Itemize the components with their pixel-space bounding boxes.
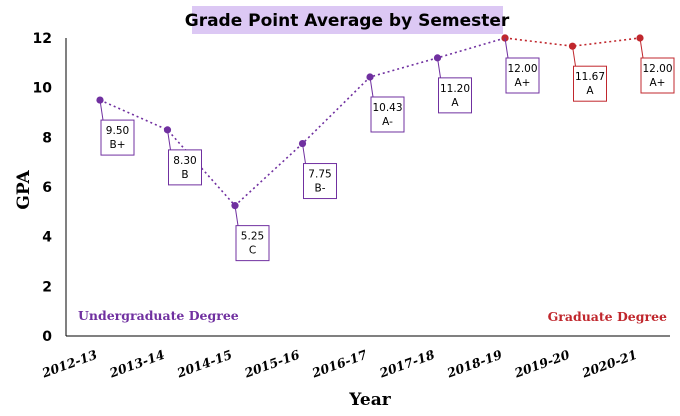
label-leader: [167, 129, 171, 150]
grade-label: B: [181, 169, 188, 181]
data-label: 12.00 A+: [504, 37, 540, 94]
x-tick-label: 2018-19: [444, 347, 504, 381]
grade-label: A+: [515, 77, 531, 89]
x-axis-title: Year: [348, 390, 391, 410]
data-labels: 9.50 B+ 8.30 B 5.25 C 7.75 B- 10.43 A- 11.20 A 12.00…: [99, 37, 675, 262]
y-tick-label: 10: [33, 81, 53, 97]
label-box: [168, 149, 202, 186]
value-label: 9.50: [106, 125, 129, 137]
grade-label: B-: [315, 183, 326, 195]
x-tick-label: 2020-21: [579, 347, 639, 381]
degree-labels: Undergraduate Degree Graduate Degree: [78, 308, 667, 324]
grade-label: A: [586, 85, 594, 97]
data-point: [298, 139, 307, 148]
data-label: 9.50 B+: [99, 100, 135, 156]
x-tick-labels: 2012-13 2013-14 2014-15 2015-16 2016-17 2017-…: [39, 347, 639, 381]
label-box: [505, 57, 540, 94]
x-tick-label: 2014-15: [174, 347, 234, 381]
value-label: 7.75: [308, 169, 331, 181]
label-leader: [302, 143, 306, 164]
undergraduate-degree-label: Undergraduate Degree: [78, 308, 239, 323]
y-tick-label: 2: [42, 279, 52, 295]
y-tick-label: 4: [42, 230, 52, 246]
label-leader: [504, 37, 509, 59]
y-tick-label: 6: [42, 180, 52, 196]
chart-title: Grade Point Average by Semester: [185, 11, 510, 31]
x-tick-label: 2017-18: [377, 347, 437, 381]
y-axis-title: GPA: [14, 170, 34, 210]
data-label: 10.43 A-: [369, 76, 405, 133]
label-leader: [99, 100, 104, 121]
value-label: 5.25: [241, 231, 264, 243]
data-label: 12.00 A+: [639, 37, 675, 94]
graduate-degree-label: Graduate Degree: [548, 309, 667, 324]
value-label: 12.00: [507, 63, 537, 75]
value-label: 12.00: [642, 63, 672, 75]
label-leader: [437, 57, 441, 78]
x-tick-label: 2012-13: [39, 347, 99, 381]
grade-label: A-: [382, 116, 393, 128]
label-leader: [234, 205, 239, 226]
series-line: [99, 37, 506, 207]
label-leader: [572, 46, 576, 67]
y-tick-label: 8: [42, 130, 52, 146]
x-tick-label: 2015-16: [242, 347, 302, 381]
data-label: 8.30 B: [167, 129, 202, 186]
x-tick-label: 2016-17: [309, 347, 369, 381]
data-label: 5.25 C: [234, 205, 270, 262]
grade-label: B+: [109, 139, 125, 151]
grade-label: C: [249, 245, 256, 257]
label-box: [370, 96, 405, 133]
title-background: [192, 6, 503, 34]
y-tick-label: 12: [33, 31, 52, 47]
value-label: 11.67: [575, 71, 605, 83]
label-box: [640, 57, 675, 94]
y-tick-labels: 0 2 4 6 8 10 12: [33, 31, 53, 345]
data-label: 11.20 A: [437, 57, 472, 114]
data-label: 11.67 A: [572, 46, 607, 102]
x-tick-label: 2019-20: [512, 347, 572, 381]
value-label: 8.30: [173, 155, 196, 167]
label-box: [235, 225, 270, 262]
label-box: [438, 77, 472, 114]
label-leader: [369, 76, 374, 98]
x-tick-label: 2013-14: [107, 347, 167, 381]
label-box: [573, 65, 607, 102]
label-box: [303, 163, 337, 200]
grade-label: A: [451, 97, 459, 109]
value-label: 11.20: [440, 83, 470, 95]
value-label: 10.43: [372, 102, 402, 114]
grade-label: A+: [650, 77, 666, 89]
data-label: 7.75 B-: [302, 143, 337, 200]
y-tick-label: 0: [42, 329, 52, 345]
label-box: [100, 119, 135, 156]
label-leader: [639, 37, 644, 59]
